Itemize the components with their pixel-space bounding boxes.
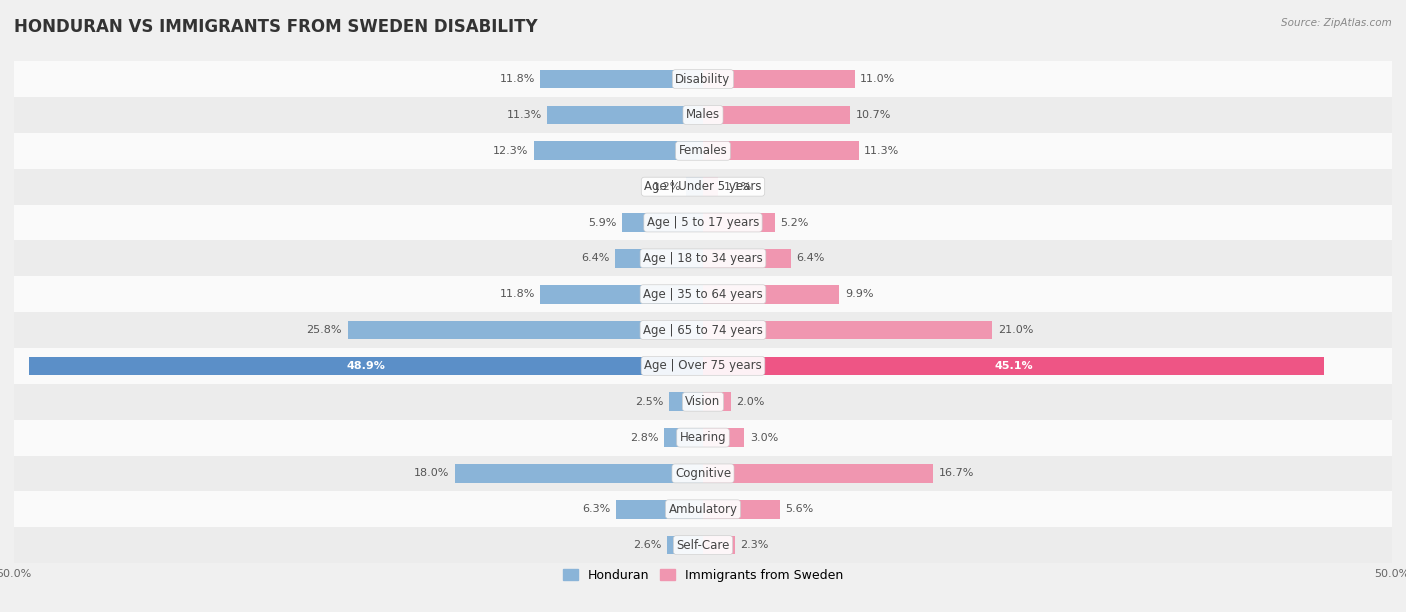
Text: 6.4%: 6.4% bbox=[797, 253, 825, 263]
Text: 2.8%: 2.8% bbox=[630, 433, 659, 442]
Text: Age | 35 to 64 years: Age | 35 to 64 years bbox=[643, 288, 763, 300]
Text: 11.3%: 11.3% bbox=[865, 146, 900, 156]
Bar bbox=[621, 213, 703, 232]
Text: Vision: Vision bbox=[685, 395, 721, 408]
Bar bbox=[14, 97, 1392, 133]
Bar bbox=[547, 106, 703, 124]
Bar bbox=[14, 204, 1392, 241]
Text: 9.9%: 9.9% bbox=[845, 289, 873, 299]
Text: 6.4%: 6.4% bbox=[581, 253, 609, 263]
Text: 18.0%: 18.0% bbox=[415, 468, 450, 479]
Text: 11.8%: 11.8% bbox=[499, 289, 534, 299]
Bar bbox=[14, 61, 1392, 97]
Text: Females: Females bbox=[679, 144, 727, 157]
Text: HONDURAN VS IMMIGRANTS FROM SWEDEN DISABILITY: HONDURAN VS IMMIGRANTS FROM SWEDEN DISAB… bbox=[14, 18, 537, 36]
Text: 2.3%: 2.3% bbox=[740, 540, 769, 550]
Bar bbox=[14, 276, 1392, 312]
Text: 5.2%: 5.2% bbox=[780, 217, 808, 228]
Text: Age | Under 5 years: Age | Under 5 years bbox=[644, 180, 762, 193]
Text: 2.0%: 2.0% bbox=[737, 397, 765, 407]
Text: 2.5%: 2.5% bbox=[634, 397, 664, 407]
Text: Age | 65 to 74 years: Age | 65 to 74 years bbox=[643, 324, 763, 337]
Bar bbox=[703, 70, 855, 89]
Bar bbox=[14, 491, 1392, 527]
Bar bbox=[703, 213, 775, 232]
Bar bbox=[703, 285, 839, 304]
Bar bbox=[703, 177, 718, 196]
Bar bbox=[14, 133, 1392, 169]
Text: 48.9%: 48.9% bbox=[347, 361, 385, 371]
Bar bbox=[703, 141, 859, 160]
Text: Age | Over 75 years: Age | Over 75 years bbox=[644, 359, 762, 372]
Bar bbox=[703, 500, 780, 518]
Bar bbox=[703, 106, 851, 124]
Bar bbox=[703, 321, 993, 340]
Text: 10.7%: 10.7% bbox=[856, 110, 891, 120]
Text: Age | 5 to 17 years: Age | 5 to 17 years bbox=[647, 216, 759, 229]
Text: Disability: Disability bbox=[675, 73, 731, 86]
Text: Cognitive: Cognitive bbox=[675, 467, 731, 480]
Text: 1.2%: 1.2% bbox=[652, 182, 681, 192]
Text: 2.6%: 2.6% bbox=[633, 540, 662, 550]
Bar bbox=[703, 428, 744, 447]
Bar bbox=[14, 455, 1392, 491]
Bar bbox=[540, 70, 703, 89]
Text: 16.7%: 16.7% bbox=[939, 468, 974, 479]
Text: Self-Care: Self-Care bbox=[676, 539, 730, 551]
Text: Males: Males bbox=[686, 108, 720, 121]
Bar bbox=[614, 249, 703, 267]
Text: Hearing: Hearing bbox=[679, 431, 727, 444]
Bar bbox=[456, 464, 703, 483]
Text: 21.0%: 21.0% bbox=[998, 325, 1033, 335]
Bar bbox=[668, 536, 703, 554]
Text: 25.8%: 25.8% bbox=[307, 325, 342, 335]
Text: 1.1%: 1.1% bbox=[724, 182, 752, 192]
Bar bbox=[14, 527, 1392, 563]
Text: Ambulatory: Ambulatory bbox=[668, 503, 738, 516]
Text: 12.3%: 12.3% bbox=[492, 146, 529, 156]
Bar bbox=[14, 348, 1392, 384]
Bar bbox=[703, 464, 934, 483]
Bar bbox=[14, 312, 1392, 348]
Bar bbox=[703, 392, 731, 411]
Text: 11.3%: 11.3% bbox=[506, 110, 541, 120]
Bar bbox=[14, 169, 1392, 204]
Bar bbox=[703, 249, 792, 267]
Bar bbox=[14, 420, 1392, 455]
Bar bbox=[347, 321, 703, 340]
Bar bbox=[703, 357, 1324, 375]
Bar bbox=[669, 392, 703, 411]
Bar bbox=[703, 536, 735, 554]
Text: 3.0%: 3.0% bbox=[749, 433, 778, 442]
Text: 6.3%: 6.3% bbox=[582, 504, 610, 514]
Text: 11.8%: 11.8% bbox=[499, 74, 534, 84]
Bar bbox=[533, 141, 703, 160]
Text: Source: ZipAtlas.com: Source: ZipAtlas.com bbox=[1281, 18, 1392, 28]
Legend: Honduran, Immigrants from Sweden: Honduran, Immigrants from Sweden bbox=[558, 564, 848, 587]
Bar bbox=[14, 241, 1392, 276]
Text: 45.1%: 45.1% bbox=[994, 361, 1033, 371]
Bar bbox=[686, 177, 703, 196]
Text: 5.6%: 5.6% bbox=[786, 504, 814, 514]
Text: Age | 18 to 34 years: Age | 18 to 34 years bbox=[643, 252, 763, 265]
Bar bbox=[665, 428, 703, 447]
Bar bbox=[14, 384, 1392, 420]
Text: 5.9%: 5.9% bbox=[588, 217, 616, 228]
Text: 11.0%: 11.0% bbox=[860, 74, 896, 84]
Bar bbox=[30, 357, 703, 375]
Bar bbox=[540, 285, 703, 304]
Bar bbox=[616, 500, 703, 518]
